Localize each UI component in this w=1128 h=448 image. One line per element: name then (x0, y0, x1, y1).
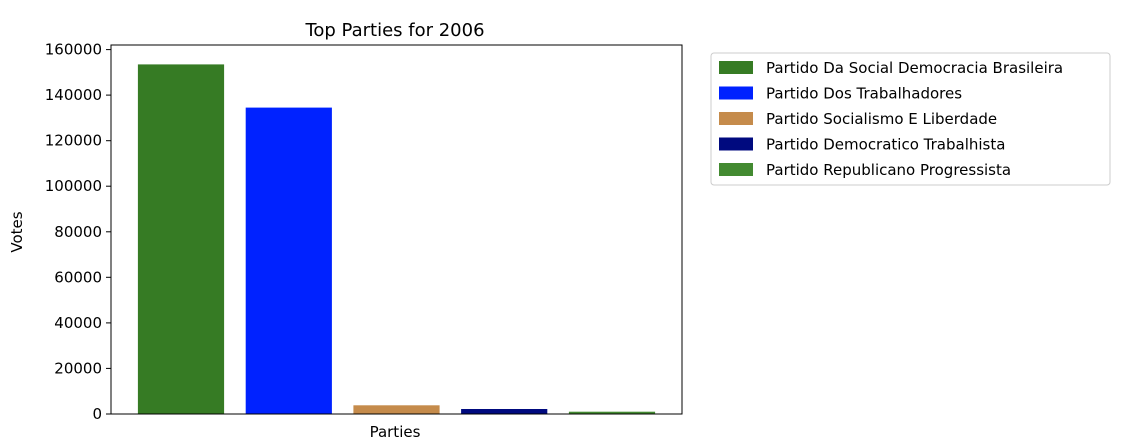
bars-group (137, 64, 656, 415)
legend-swatch-1 (719, 61, 753, 74)
chart-title: Top Parties for 2006 (304, 20, 484, 41)
y-tick-label: 0 (92, 405, 102, 423)
plot-frame (110, 44, 683, 415)
bar-4 (461, 409, 548, 414)
legend-swatch-3 (719, 112, 753, 125)
legend-label-5: Partido Republicano Progressista (766, 161, 1011, 179)
legend-swatch-5 (719, 163, 753, 176)
legend-label-1: Partido Da Social Democracia Brasileira (766, 59, 1063, 77)
x-axis-label: Parties (370, 423, 421, 441)
y-axis-ticks: 0 20000 40000 60000 80000 100000 120000 140000 1… (45, 41, 111, 423)
y-tick-label: 60000 (54, 268, 102, 286)
bar-5 (568, 411, 656, 414)
y-tick-label: 80000 (54, 223, 102, 241)
legend-label-3: Partido Socialismo E Liberdade (766, 110, 997, 128)
y-tick-label: 40000 (54, 314, 102, 332)
y-axis-label: Votes (8, 211, 26, 252)
y-tick-label: 100000 (45, 177, 102, 195)
bar-1 (137, 64, 225, 415)
legend-swatch-4 (719, 137, 753, 151)
y-tick-label: 20000 (54, 359, 102, 377)
legend-label-4: Partido Democratico Trabalhista (766, 136, 1005, 154)
legend-label-2: Partido Dos Trabalhadores (766, 85, 962, 103)
legend-swatch-2 (719, 86, 753, 100)
y-tick-label: 140000 (45, 86, 102, 104)
bar-2 (245, 107, 332, 414)
legend: Partido Da Social Democracia Brasileira P… (710, 52, 1111, 186)
bar-3 (353, 405, 440, 414)
y-tick-label: 160000 (45, 41, 102, 59)
y-tick-label: 120000 (45, 132, 102, 150)
legend-box (710, 52, 1111, 186)
